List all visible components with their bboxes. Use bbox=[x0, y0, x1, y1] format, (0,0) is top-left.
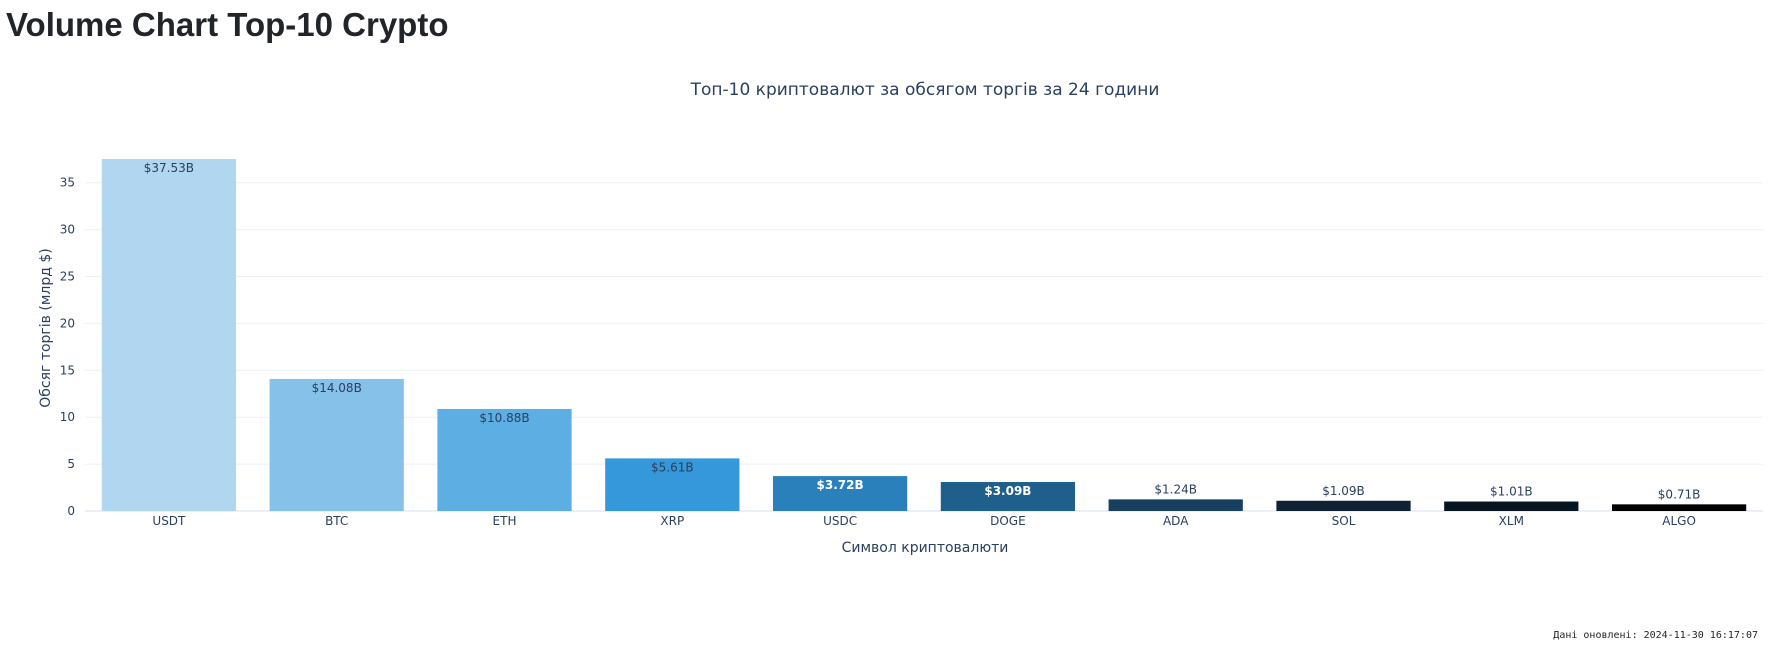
bar-data-labels: $37.53B $14.08B $10.88B $5.61B $3.72B $3.09B $… bbox=[144, 161, 1701, 501]
bar-data-label: $1.24B bbox=[1154, 482, 1197, 496]
x-tick-label: SOL bbox=[1332, 514, 1356, 528]
bar-data-label: $3.72B bbox=[817, 478, 864, 492]
bar-data-label: $1.09B bbox=[1322, 484, 1365, 498]
x-tick-label: ALGO bbox=[1662, 514, 1696, 528]
bar-data-label: $10.88B bbox=[479, 411, 529, 425]
bar-algo[interactable] bbox=[1611, 504, 1747, 511]
bar-data-label: $37.53B bbox=[144, 161, 194, 175]
bar-data-label: $0.71B bbox=[1658, 487, 1701, 501]
bar-usdc[interactable] bbox=[772, 476, 908, 511]
bar-xrp[interactable] bbox=[605, 458, 740, 511]
y-tick-label: 25 bbox=[60, 270, 75, 284]
bars bbox=[101, 159, 1747, 511]
bar-ada[interactable] bbox=[1108, 499, 1243, 511]
y-tick-label: 20 bbox=[60, 316, 75, 330]
x-tick-label: ADA bbox=[1163, 514, 1189, 528]
bar-data-label: $5.61B bbox=[651, 460, 694, 474]
bar-data-label: $14.08B bbox=[312, 381, 362, 395]
x-tick-label: USDC bbox=[823, 514, 857, 528]
bar-usdt[interactable] bbox=[101, 159, 237, 511]
bar-eth[interactable] bbox=[437, 408, 572, 511]
x-axis-title: Символ криптовалюти bbox=[842, 540, 1009, 556]
bar-btc[interactable] bbox=[269, 378, 404, 511]
bar-sol[interactable] bbox=[1276, 500, 1411, 511]
x-tick-label: DOGE bbox=[990, 514, 1026, 528]
bar-data-label: $3.09B bbox=[984, 484, 1031, 498]
y-tick-label: 35 bbox=[60, 176, 75, 190]
x-tick-label: USDT bbox=[152, 514, 186, 528]
y-axis-title: Обсяг торгів (млрд $) bbox=[38, 248, 54, 408]
y-tick-label: 15 bbox=[60, 363, 75, 377]
x-axis-ticks: USDT BTC ETH XRP USDC DOGE ADA SOL XLM ALGO bbox=[152, 514, 1696, 528]
y-tick-label: 0 bbox=[67, 504, 75, 518]
bar-chart: Топ-10 криптовалют за обсягом торгів за … bbox=[38, 80, 1763, 556]
last-updated-note: Дані оновлені: 2024-11-30 16:17:07 bbox=[1553, 630, 1758, 641]
bar-data-label: $1.01B bbox=[1490, 485, 1533, 499]
y-tick-label: 30 bbox=[60, 223, 75, 237]
y-tick-label: 5 bbox=[67, 457, 75, 471]
bar-xlm[interactable] bbox=[1444, 501, 1579, 511]
page-title: Volume Chart Top-10 Crypto bbox=[6, 6, 449, 43]
bar-doge[interactable] bbox=[940, 482, 1076, 511]
x-tick-label: BTC bbox=[325, 514, 348, 528]
y-axis-ticks: 0 5 10 15 20 25 30 35 bbox=[60, 176, 75, 518]
chart-title: Топ-10 криптовалют за обсягом торгів за … bbox=[690, 80, 1160, 100]
x-tick-label: XLM bbox=[1499, 514, 1524, 528]
y-tick-label: 10 bbox=[60, 410, 75, 424]
x-tick-label: ETH bbox=[493, 514, 517, 528]
x-tick-label: XRP bbox=[660, 514, 684, 528]
